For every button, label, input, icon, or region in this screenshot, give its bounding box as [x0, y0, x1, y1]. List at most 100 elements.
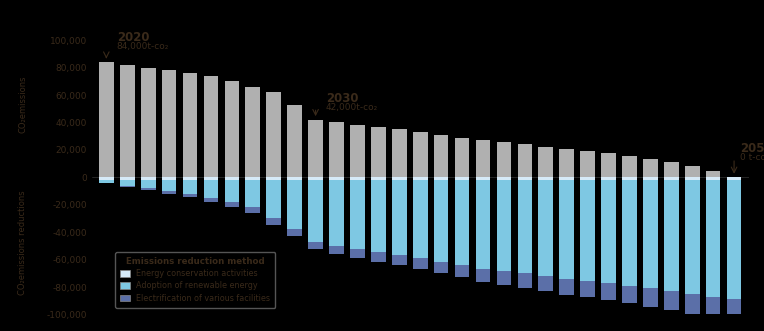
Bar [350, 177, 364, 180]
Bar [162, 180, 176, 191]
Bar [685, 180, 700, 294]
Bar [643, 177, 658, 180]
Bar [204, 177, 219, 180]
Bar [371, 180, 386, 252]
Bar [392, 255, 406, 265]
Bar [329, 122, 344, 177]
Bar [601, 153, 616, 177]
Bar [162, 191, 176, 194]
Bar [329, 180, 344, 246]
Bar [183, 177, 197, 180]
Bar [204, 198, 219, 202]
Bar [601, 177, 616, 180]
Bar [141, 180, 156, 188]
Bar [413, 132, 428, 177]
Text: 0 t-co₂: 0 t-co₂ [740, 153, 764, 162]
Text: CO₂emissions reductions: CO₂emissions reductions [18, 190, 28, 295]
Bar [706, 297, 720, 317]
Bar [308, 180, 323, 242]
Bar [664, 177, 678, 180]
Bar [497, 271, 511, 285]
Bar [643, 180, 658, 288]
Bar [539, 147, 553, 177]
Bar [141, 177, 156, 180]
Bar [643, 159, 658, 177]
Bar [434, 135, 448, 177]
Bar [329, 177, 344, 180]
Bar [517, 180, 533, 273]
Bar [245, 208, 260, 213]
Text: 84,000t-co₂: 84,000t-co₂ [117, 42, 169, 51]
Bar [601, 283, 616, 300]
Bar [581, 177, 595, 180]
Bar [455, 180, 469, 265]
Bar [413, 177, 428, 180]
Bar [183, 194, 197, 197]
Text: 2020: 2020 [117, 30, 149, 44]
Bar [539, 177, 553, 180]
Bar [392, 180, 406, 255]
Bar [204, 76, 219, 177]
Bar [497, 142, 511, 177]
Bar [685, 294, 700, 314]
Bar [287, 177, 302, 180]
Bar [287, 180, 302, 229]
Bar [706, 171, 720, 177]
Bar [183, 180, 197, 194]
Bar [245, 87, 260, 177]
Bar [329, 246, 344, 254]
Bar [727, 177, 741, 180]
Bar [539, 180, 553, 276]
Bar [308, 120, 323, 177]
Bar [225, 202, 239, 207]
Bar [727, 180, 741, 299]
Bar [497, 177, 511, 180]
Bar [706, 180, 720, 297]
Bar [141, 68, 156, 177]
Bar [225, 177, 239, 180]
Bar [225, 81, 239, 177]
Bar [120, 186, 134, 187]
Bar [434, 261, 448, 273]
Bar [685, 166, 700, 177]
Bar [162, 177, 176, 180]
Bar [601, 180, 616, 283]
Bar [476, 140, 490, 177]
Bar [476, 177, 490, 180]
Bar [559, 149, 574, 177]
Bar [581, 180, 595, 281]
Bar [622, 177, 636, 180]
Bar [476, 268, 490, 282]
Bar [120, 177, 134, 180]
Text: CO₂emissions: CO₂emissions [18, 75, 28, 133]
Bar [581, 151, 595, 177]
Bar [267, 177, 281, 180]
Bar [371, 127, 386, 177]
Bar [622, 286, 636, 304]
Text: 42,000t-co₂: 42,000t-co₂ [326, 103, 378, 112]
Bar [141, 188, 156, 190]
Bar [581, 281, 595, 297]
Bar [455, 265, 469, 277]
Bar [413, 258, 428, 269]
Bar [559, 279, 574, 295]
Bar [664, 162, 678, 177]
Bar [99, 177, 114, 180]
Bar [225, 180, 239, 202]
Bar [308, 242, 323, 249]
Bar [99, 62, 114, 177]
Bar [622, 180, 636, 286]
Text: 2050: 2050 [740, 142, 764, 155]
Bar [245, 180, 260, 208]
Bar [183, 73, 197, 177]
Bar [371, 252, 386, 261]
Bar [497, 180, 511, 271]
Bar [267, 92, 281, 177]
Bar [267, 218, 281, 225]
Bar [622, 156, 636, 177]
Bar [643, 288, 658, 307]
Bar [120, 180, 134, 186]
Bar [559, 177, 574, 180]
Bar [267, 180, 281, 218]
Bar [99, 180, 114, 183]
